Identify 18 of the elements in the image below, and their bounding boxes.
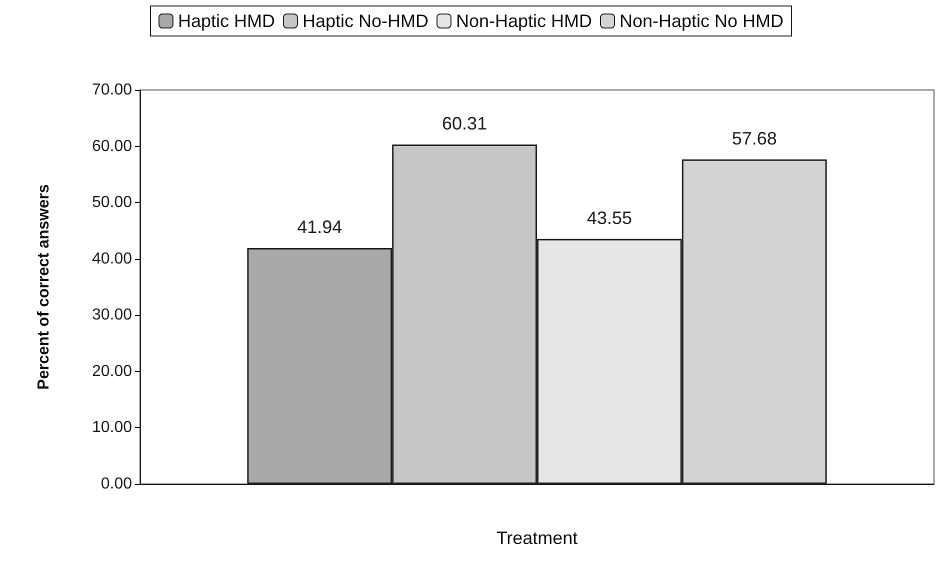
data-label: 60.31 bbox=[442, 114, 488, 134]
y-tick-label: 0.00 bbox=[100, 476, 132, 492]
legend-label: Haptic HMD bbox=[178, 11, 275, 31]
data-label: 43.55 bbox=[586, 208, 632, 228]
legend-label: Non-Haptic HMD bbox=[456, 11, 592, 31]
y-axis-title: Percent of correct answers bbox=[36, 184, 52, 390]
y-tick-label: 60.00 bbox=[92, 138, 132, 155]
legend-label: Haptic No-HMD bbox=[302, 11, 428, 31]
x-axis-title: Treatment bbox=[496, 528, 578, 548]
y-tick-label: 70.00 bbox=[92, 82, 132, 98]
y-tick-label: 10.00 bbox=[92, 419, 132, 436]
legend-label: Non-Haptic No HMD bbox=[620, 11, 784, 31]
data-label: 41.94 bbox=[297, 216, 342, 237]
data-label: 57.68 bbox=[732, 128, 777, 148]
y-tick-label: 50.00 bbox=[92, 194, 132, 212]
y-tick-label: 30.00 bbox=[92, 306, 132, 324]
y-tick-label: 40.00 bbox=[92, 250, 132, 268]
y-tick-label: 20.00 bbox=[92, 362, 132, 380]
